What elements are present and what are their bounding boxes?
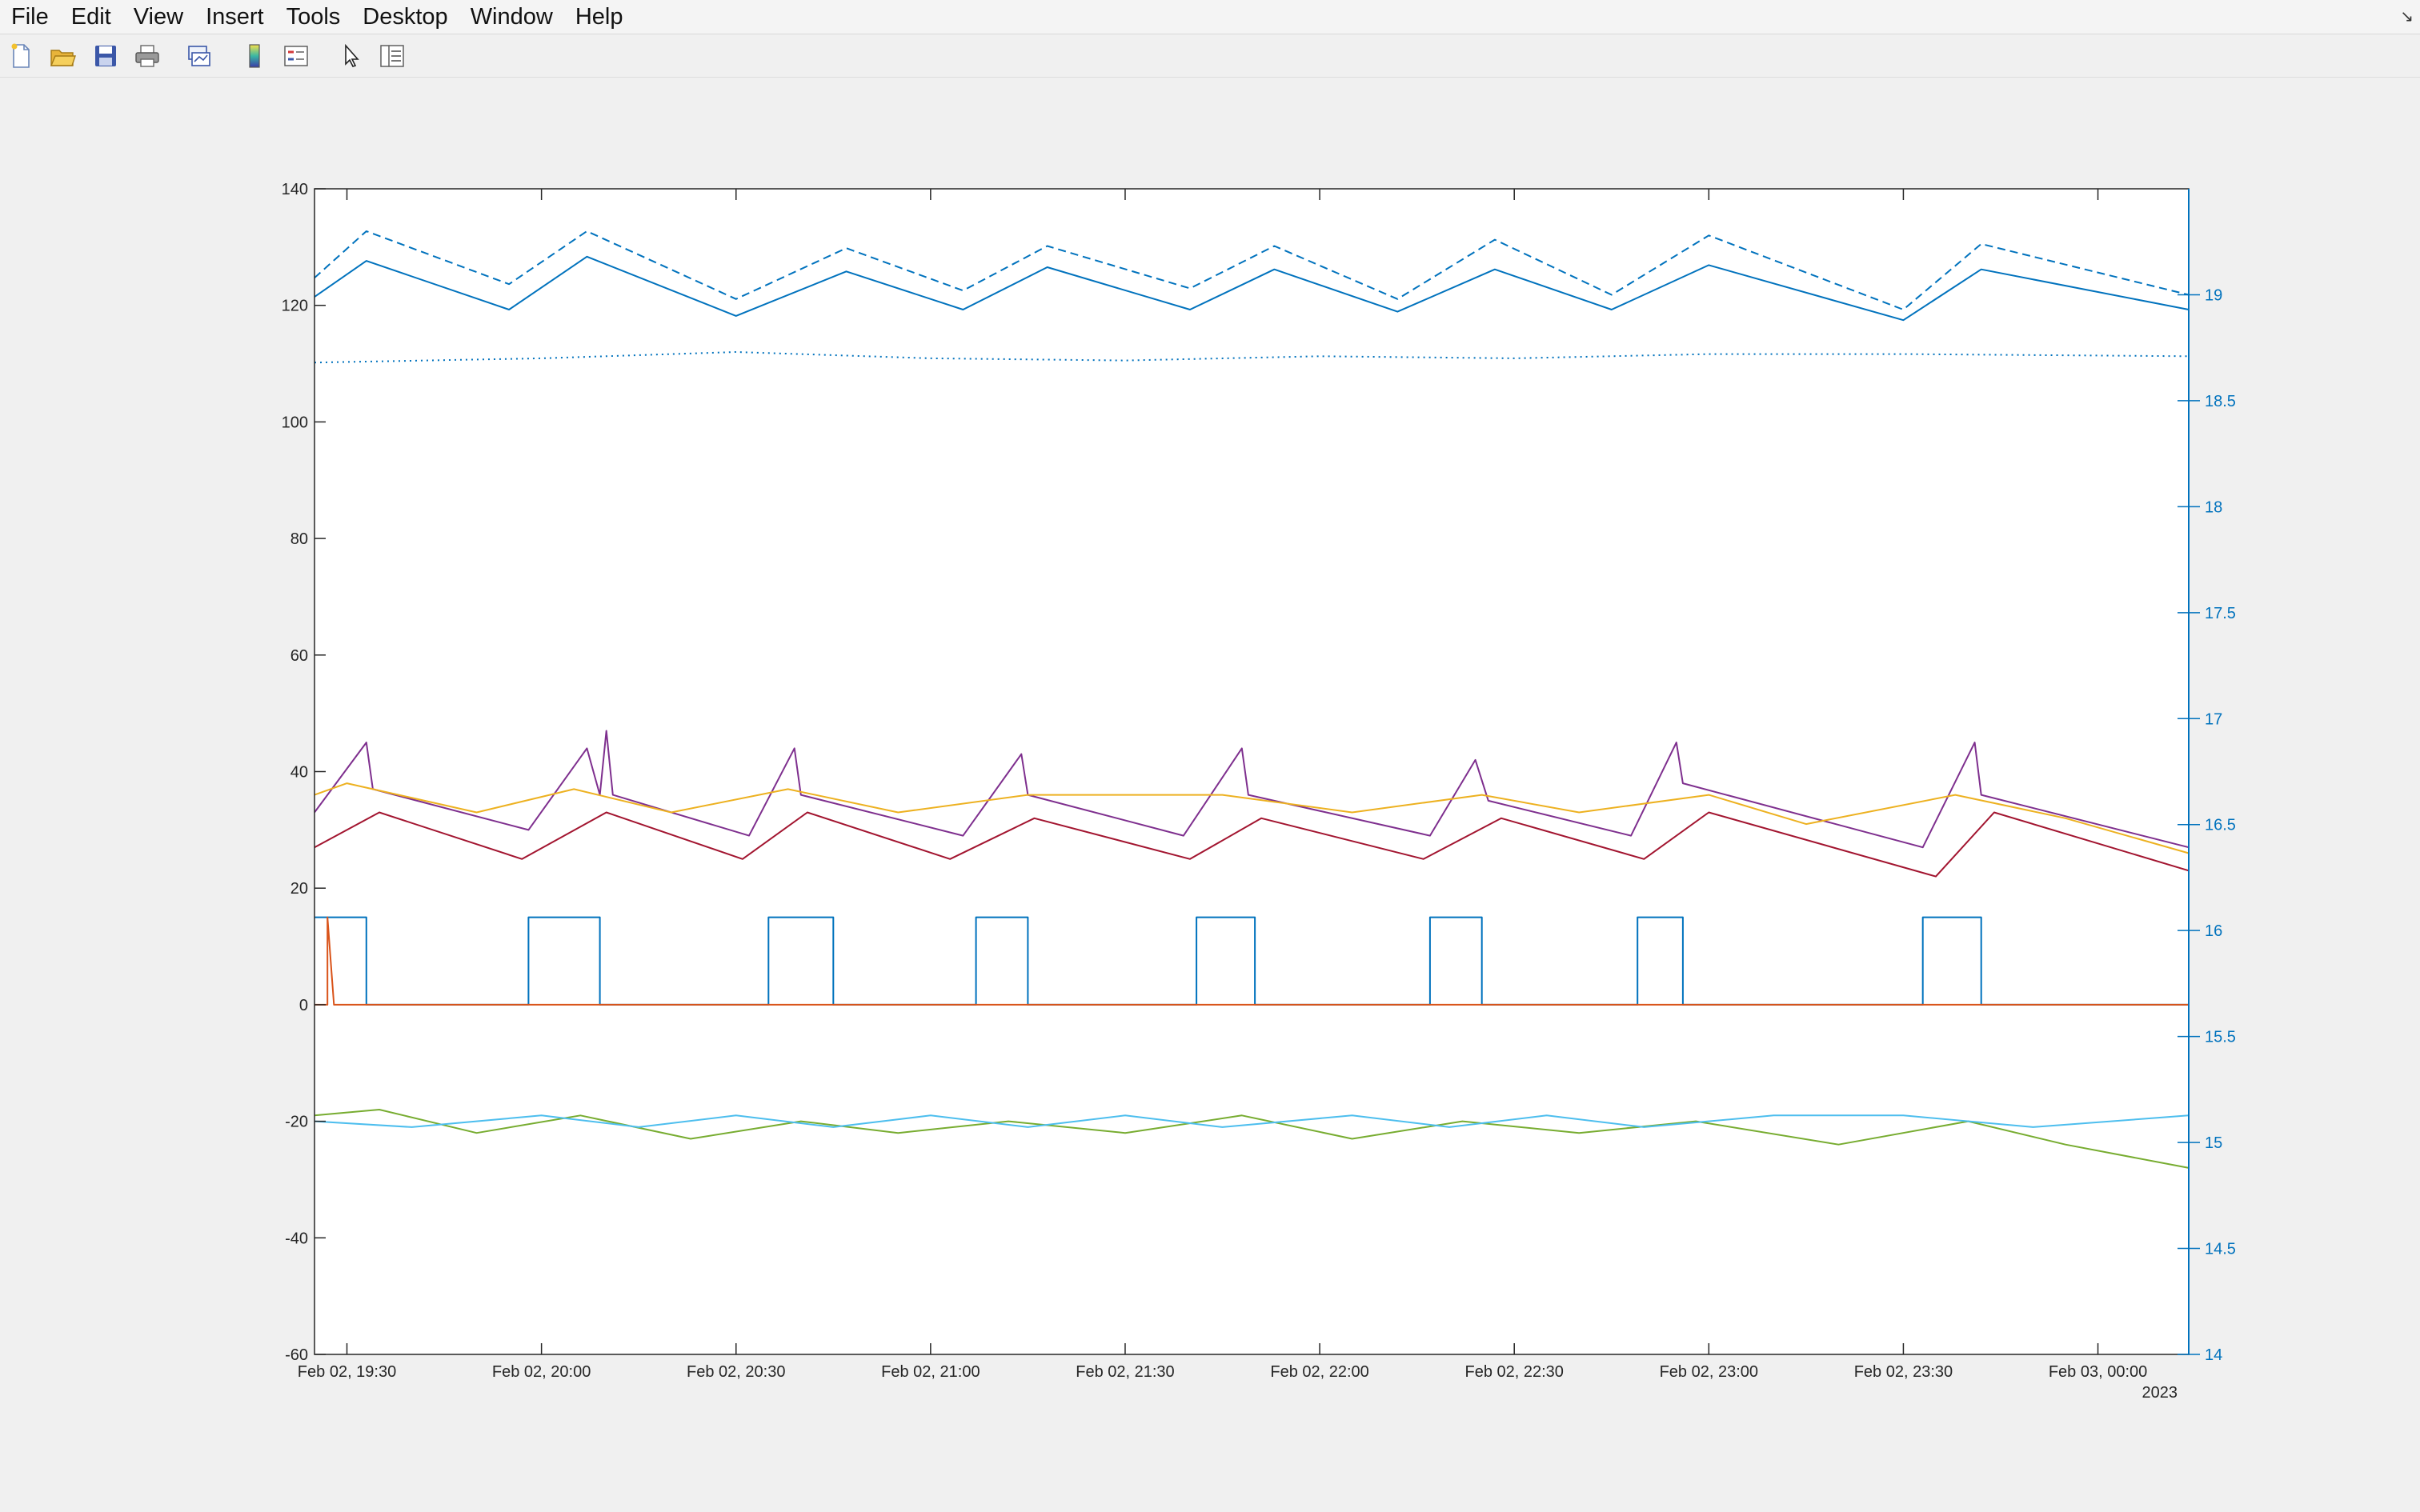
menu-edit[interactable]: Edit: [70, 4, 111, 30]
x-tick-label: Feb 02, 20:00: [492, 1363, 591, 1381]
y-right-tick-label: 14.5: [2205, 1241, 2236, 1258]
x-tick-label: Feb 02, 21:00: [881, 1363, 980, 1381]
menu-desktop[interactable]: Desktop: [363, 4, 448, 30]
series-line-5[interactable]: [314, 782, 2190, 854]
x-tick-label: Feb 02, 23:00: [1660, 1363, 1758, 1381]
edit-plot-arrow-icon[interactable]: [336, 40, 368, 72]
y-left-tick-label: 80: [290, 530, 308, 548]
save-icon[interactable]: [90, 40, 122, 72]
x-tick-label: Feb 02, 22:30: [1464, 1363, 1563, 1381]
menu-bar: File Edit View Insert Tools Desktop Wind…: [0, 0, 2420, 34]
x-tick-label: Feb 02, 21:30: [1076, 1363, 1174, 1381]
menu-file[interactable]: File: [11, 4, 49, 30]
y-left-tick-label: 20: [290, 880, 308, 898]
y-right-tick-label: 17.5: [2205, 605, 2236, 622]
series-line-10[interactable]: [314, 1114, 2190, 1128]
y-right-tick-label: 18: [2205, 498, 2222, 516]
y-right-tick-label: 15.5: [2205, 1029, 2236, 1046]
menu-help[interactable]: Help: [575, 4, 623, 30]
x-secondary-label: 2023: [2142, 1384, 2178, 1402]
print-icon[interactable]: [131, 40, 163, 72]
series-layer: [314, 230, 2190, 1169]
y-right-tick-label: 16: [2205, 922, 2222, 940]
y-left-tick-label: 140: [282, 181, 308, 198]
series-line-2[interactable]: [314, 255, 2190, 322]
x-tick-label: Feb 02, 23:30: [1854, 1363, 1953, 1381]
x-tick-label: Feb 02, 19:30: [298, 1363, 396, 1381]
series-line-3[interactable]: [314, 351, 2190, 364]
undock-arrow-icon[interactable]: ↘: [2400, 8, 2414, 26]
y-left-tick-label: 120: [282, 298, 308, 315]
y-right-tick-label: 15: [2205, 1134, 2222, 1152]
y-right-tick-label: 16.5: [2205, 817, 2236, 834]
axes-layer: -60 -40 -20 0 20 40 60 80 100 120 140 14 14.5 15 15.5 1…: [282, 181, 2236, 1402]
x-tick-label: Feb 03, 00:00: [2049, 1363, 2147, 1381]
x-tick-label: Feb 02, 20:30: [687, 1363, 785, 1381]
figure-toolbar: [0, 35, 2420, 78]
insert-legend-icon[interactable]: [280, 40, 312, 72]
open-file-icon[interactable]: [46, 40, 78, 72]
menu-window[interactable]: Window: [470, 4, 553, 30]
y-right-tick-label: 17: [2205, 710, 2222, 728]
y-left-tick-label: -60: [285, 1346, 308, 1364]
y-right-tick-label: 19: [2205, 286, 2222, 304]
menu-insert[interactable]: Insert: [206, 4, 264, 30]
y-left-tick-label: -20: [285, 1114, 308, 1131]
chart[interactable]: -60 -40 -20 0 20 40 60 80 100 120 140 14 14.5 15 15.5 1…: [0, 78, 2420, 1512]
menu-view[interactable]: View: [133, 4, 184, 30]
menu-tools[interactable]: Tools: [286, 4, 341, 30]
y-left-tick-label: 40: [290, 764, 308, 782]
figure-canvas: -60 -40 -20 0 20 40 60 80 100 120 140 14 14.5 15 15.5 1…: [0, 78, 2420, 1512]
series-line-7[interactable]: [315, 916, 2189, 1006]
series-line-1[interactable]: [314, 230, 2190, 310]
series-line-6[interactable]: [314, 811, 2190, 878]
y-left-tick-label: 100: [282, 414, 308, 431]
link-plot-icon[interactable]: [182, 40, 214, 72]
y-left-tick-label: 60: [290, 647, 308, 665]
y-right-tick-label: 14: [2205, 1346, 2222, 1364]
insert-colorbar-icon[interactable]: [238, 40, 270, 72]
plot-area: [315, 189, 2189, 1354]
new-figure-icon[interactable]: [5, 40, 37, 72]
x-tick-label: Feb 02, 22:00: [1270, 1363, 1368, 1381]
y-right-tick-label: 18.5: [2205, 393, 2236, 410]
y-left-tick-label: -40: [285, 1230, 308, 1247]
y-left-tick-label: 0: [299, 997, 308, 1014]
property-inspector-icon[interactable]: [376, 40, 408, 72]
